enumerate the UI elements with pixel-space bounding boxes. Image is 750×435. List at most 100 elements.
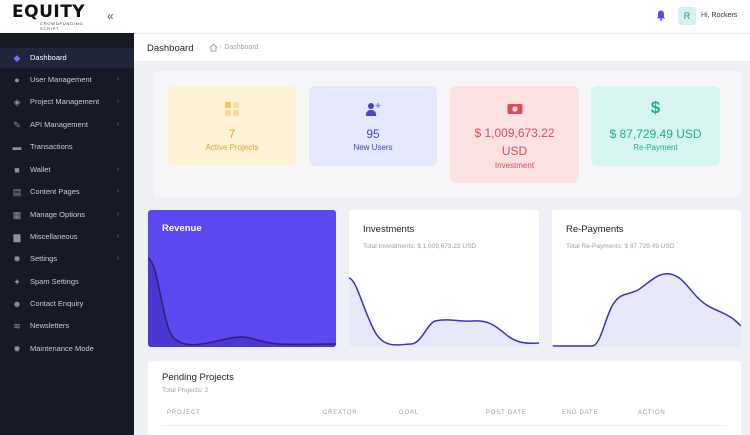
- sidebar-item-label: Newsletters: [30, 321, 70, 330]
- stat-label: Active Projects: [205, 143, 259, 152]
- chevron-right-icon: ›: [117, 121, 120, 128]
- column-header-goal[interactable]: GOAL: [399, 410, 419, 416]
- column-header-creator[interactable]: CREATOR: [323, 410, 358, 416]
- sidebar-item-label: Project Management: [30, 97, 100, 106]
- logo-text: EQUITY: [12, 2, 86, 22]
- sidebar-item-contact-enquiry[interactable]: ☻ Contact Enquiry: [0, 294, 134, 314]
- revenue-area: [148, 258, 336, 347]
- chevron-right-icon: ›: [117, 255, 120, 262]
- username: Rockers: [711, 12, 738, 19]
- gear-icon: ✹: [13, 344, 21, 354]
- breadcrumb-current-label: Dashboard: [224, 44, 259, 51]
- user-greeting[interactable]: Hi, Rockers: [701, 12, 737, 19]
- investments-line: [349, 277, 539, 346]
- diamond-icon: ◆: [13, 53, 21, 63]
- avatar[interactable]: R: [678, 7, 696, 25]
- dollar-icon: $: [650, 98, 661, 117]
- stat-card-repayment[interactable]: $ $ 87,729.49 USD Re-Payment: [591, 86, 720, 166]
- stat-card-investment[interactable]: $ 1,009,673.22 USD Investment: [450, 86, 579, 183]
- stat-value-unit: USD: [501, 144, 528, 158]
- sidebar-item-project-management[interactable]: ◈ Project Management ›: [0, 92, 134, 112]
- table-divider: [162, 425, 727, 426]
- repayments-chart-title: Re-Payments: [566, 224, 624, 235]
- column-header-end-date[interactable]: END DATE: [562, 410, 599, 416]
- revenue-line: [148, 257, 336, 346]
- revenue-chart: [148, 257, 336, 347]
- revenue-chart-card: Revenue: [148, 210, 336, 347]
- repayments-line: [552, 273, 741, 347]
- pages-icon: ▤: [12, 187, 22, 197]
- column-header-project[interactable]: PROJECT: [167, 410, 201, 416]
- stat-value: $ 87,729.49 USD: [609, 127, 702, 141]
- layers-icon: ◈: [13, 97, 21, 107]
- collapse-sidebar-icon[interactable]: «: [107, 9, 114, 23]
- wifi-icon: ≋: [13, 321, 21, 331]
- sidebar-item-label: Manage Options: [30, 210, 86, 219]
- add-user-icon: [365, 103, 381, 116]
- sidebar-item-wallet[interactable]: ■ Wallet ›: [0, 160, 134, 180]
- sidebar-item-label: Miscellaneous: [30, 232, 78, 241]
- pending-projects-title: Pending Projects: [162, 372, 234, 383]
- sidebar-item-label: User Management: [30, 75, 92, 84]
- sidebar-item-label: Wallet: [30, 165, 51, 174]
- logo-subtext: CROWDFUNDING SCRIPT: [40, 21, 84, 31]
- stat-value: 95: [366, 127, 380, 141]
- stat-card-active-projects[interactable]: 7 Active Projects: [168, 86, 296, 166]
- stat-card-new-users[interactable]: 95 New Users: [309, 86, 437, 166]
- stat-label: Re-Payment: [633, 143, 678, 152]
- investments-chart: [349, 277, 539, 347]
- sidebar-item-newsletters[interactable]: ≋ Newsletters: [0, 316, 134, 336]
- investments-chart-subtitle: Total Investments: $ 1,009,673.22 USD: [363, 243, 477, 250]
- repayments-chart-card: Re-Payments Total Re-Payments: $ 87,729.…: [552, 210, 741, 347]
- sidebar-item-label: Transactions: [30, 142, 73, 151]
- sidebar-item-label: Spam Settings: [30, 277, 79, 286]
- repayments-chart-subtitle: Total Re-Payments: $ 87,729.49 USD: [566, 243, 675, 250]
- column-header-action[interactable]: ACTION: [638, 410, 666, 416]
- column-header-post-date[interactable]: POST DATE: [486, 410, 527, 416]
- sidebar-item-manage-options[interactable]: ▦ Manage Options ›: [0, 205, 134, 225]
- spam-icon: ✦: [13, 277, 21, 287]
- stat-label: New Users: [353, 143, 393, 152]
- breadcrumb: Dashboard - Dashboard: [134, 33, 750, 61]
- breadcrumb-current[interactable]: - Dashboard: [220, 44, 259, 51]
- sidebar-item-label: API Management: [30, 120, 88, 129]
- bell-icon[interactable]: [656, 10, 666, 21]
- sidebar-item-dashboard[interactable]: ◆ Dashboard: [0, 48, 134, 68]
- sidebar-item-label: Content Pages: [30, 187, 80, 196]
- investments-chart-title: Investments: [363, 224, 415, 235]
- investments-chart-card: Investments Total Investments: $ 1,009,6…: [349, 210, 539, 347]
- sidebar-item-user-management[interactable]: ● User Management ›: [0, 70, 134, 90]
- chevron-right-icon: ›: [117, 211, 120, 218]
- wallet-icon: ■: [14, 165, 20, 175]
- chevron-right-icon: ›: [117, 233, 120, 240]
- revenue-chart-title: Revenue: [162, 223, 202, 234]
- chevron-right-icon: ›: [117, 188, 120, 195]
- sidebar-item-maintenance-mode[interactable]: ✹ Maintenance Mode: [0, 339, 134, 359]
- logo[interactable]: EQUITY CROWDFUNDING SCRIPT: [12, 2, 92, 32]
- cash-icon: [507, 104, 522, 114]
- sidebar: ◆ Dashboard ● User Management › ◈ Projec…: [0, 33, 134, 435]
- greeting-text: Hi,: [701, 12, 710, 19]
- pending-projects-count: Total Projects: 2: [162, 387, 209, 394]
- stat-value: $ 1,009,673.22: [474, 126, 555, 140]
- wrench-icon: ✎: [13, 120, 21, 130]
- repayments-chart: [552, 273, 741, 347]
- sidebar-item-api-management[interactable]: ✎ API Management ›: [0, 115, 134, 135]
- sidebar-item-settings[interactable]: ✹ Settings ›: [0, 249, 134, 269]
- page-title: Dashboard: [147, 43, 194, 54]
- sidebar-item-label: Dashboard: [30, 53, 67, 62]
- sidebar-item-label: Contact Enquiry: [30, 299, 84, 308]
- stat-value: 7: [228, 127, 236, 141]
- sidebar-item-spam-settings[interactable]: ✦ Spam Settings: [0, 272, 134, 292]
- home-icon[interactable]: [209, 43, 218, 52]
- chevron-right-icon: ›: [117, 76, 120, 83]
- chevron-right-icon: ›: [117, 98, 120, 105]
- sidebar-item-transactions[interactable]: ▬ Transactions: [0, 137, 134, 157]
- grid-icon: [225, 102, 239, 116]
- folder-icon: ▆: [13, 232, 21, 242]
- sidebar-item-miscellaneous[interactable]: ▆ Miscellaneous ›: [0, 227, 134, 247]
- options-icon: ▦: [12, 210, 22, 220]
- sidebar-item-content-pages[interactable]: ▤ Content Pages ›: [0, 182, 134, 202]
- sidebar-item-label: Settings: [30, 254, 58, 263]
- contact-icon: ☻: [12, 299, 22, 309]
